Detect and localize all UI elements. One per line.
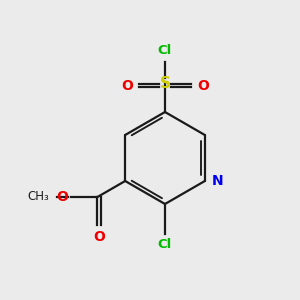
Text: N: N <box>212 174 224 188</box>
Text: S: S <box>160 76 170 92</box>
Text: CH₃: CH₃ <box>28 190 50 203</box>
Text: O: O <box>121 79 133 92</box>
Text: O: O <box>57 190 68 204</box>
Text: Cl: Cl <box>158 238 172 251</box>
Text: O: O <box>197 79 209 92</box>
Text: Cl: Cl <box>158 44 172 57</box>
Text: O: O <box>94 230 105 244</box>
